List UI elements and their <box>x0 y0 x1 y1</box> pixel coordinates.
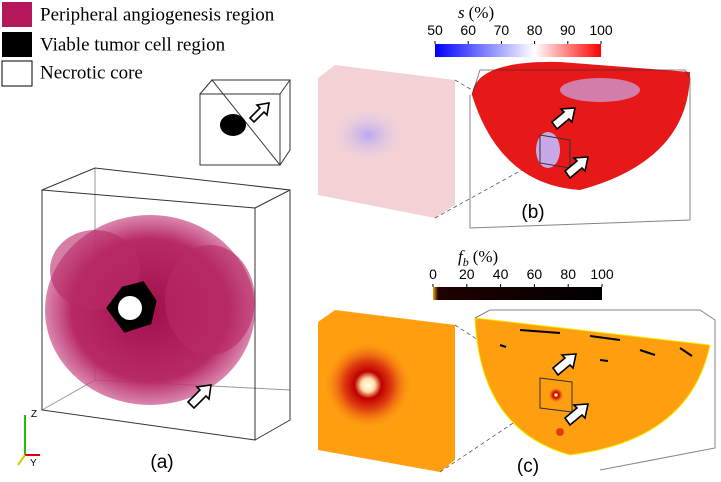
legend-label: Viable tumor cell region <box>40 34 226 55</box>
colorbar-tick-label: 40 <box>493 266 509 282</box>
colorbar-tick-label: 100 <box>590 266 614 282</box>
colorbar-tick-label: 100 <box>589 22 613 38</box>
colorbar-tick-label: 50 <box>427 22 443 38</box>
panel-label: (a) <box>150 452 173 473</box>
colorbar-unit: (%) <box>473 247 498 266</box>
colorbar-title: s (%) <box>458 3 494 22</box>
colorbar-tick-label: 20 <box>459 266 475 282</box>
panel-label: (c) <box>517 456 539 477</box>
legend-swatch <box>1 60 33 87</box>
panel-label: (b) <box>521 202 544 223</box>
colorbar-symbol: s <box>458 3 465 22</box>
colorbar-tick-label: 60 <box>527 266 543 282</box>
colorbar-symbol: f <box>458 247 465 266</box>
legend: Peripheral angiogenesis region Viable tu… <box>1 2 275 87</box>
colorbar-tick-label: 80 <box>560 266 576 282</box>
legend-swatch <box>2 32 32 57</box>
legend-label: Peripheral angiogenesis region <box>40 4 275 25</box>
colorbar-unit: (%) <box>469 3 494 22</box>
inset-box <box>199 79 291 166</box>
axis-label: Z <box>31 409 37 420</box>
colorbar <box>433 287 602 300</box>
axis-label: Y <box>30 458 37 469</box>
colorbar-tick-label: 70 <box>494 22 510 38</box>
colorbar-tick-label: 60 <box>460 22 476 38</box>
colorbar-tick-label: 90 <box>560 22 576 38</box>
panel-a-render: Z Y <box>17 167 291 469</box>
colorbar-tick-label: 0 <box>429 266 437 282</box>
colorbar-subscript: b <box>463 255 469 269</box>
legend-swatch <box>2 2 32 27</box>
panel-b-render <box>318 61 691 229</box>
legend-label: Necrotic core <box>40 62 143 83</box>
colorbar <box>435 44 601 57</box>
colorbar-title: fb (%) <box>458 247 498 269</box>
colorbar-tick-label: 80 <box>527 22 543 38</box>
panel-c-render <box>318 309 716 473</box>
